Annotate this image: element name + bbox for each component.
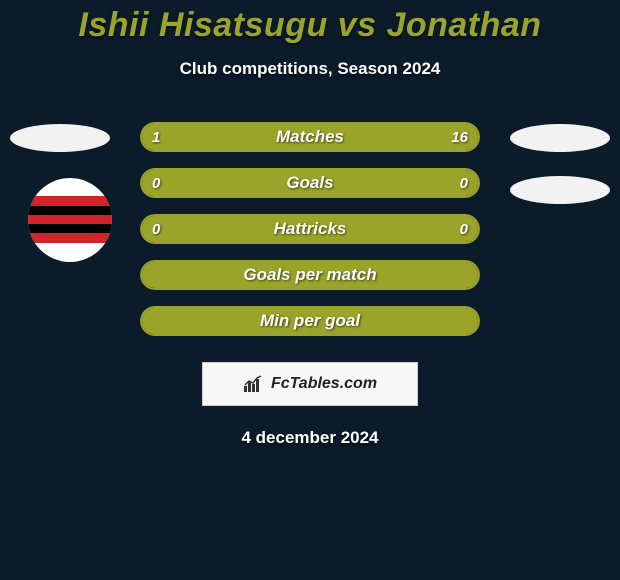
badge-stripe	[28, 206, 112, 215]
player-right-avatar-1	[510, 124, 610, 152]
stat-label: Goals	[140, 168, 480, 198]
badge-stripe	[28, 233, 112, 242]
chart-icon	[243, 375, 265, 393]
stat-label: Min per goal	[140, 306, 480, 336]
badge-stripe	[28, 224, 112, 233]
stat-row: Min per goal	[140, 306, 480, 336]
flamengo-badge	[28, 178, 112, 262]
badge-stripe	[28, 215, 112, 224]
team-badge-left	[28, 178, 112, 262]
date-label: 4 december 2024	[0, 428, 620, 448]
stat-row: 116Matches	[140, 122, 480, 152]
stat-label: Matches	[140, 122, 480, 152]
stat-row: 00Goals	[140, 168, 480, 198]
player-right-avatar-2	[510, 176, 610, 204]
stat-row: Goals per match	[140, 260, 480, 290]
stat-row: 00Hattricks	[140, 214, 480, 244]
badge-stripe	[28, 196, 112, 205]
stat-label: Goals per match	[140, 260, 480, 290]
page-title: Ishii Hisatsugu vs Jonathan	[0, 0, 620, 45]
watermark: FcTables.com	[202, 362, 418, 406]
stats-container: 116Matches 00Goals 00Hattricks Goals per ma…	[140, 122, 480, 352]
subtitle: Club competitions, Season 2024	[0, 59, 620, 79]
stat-label: Hattricks	[140, 214, 480, 244]
player-left-avatar	[10, 124, 110, 152]
watermark-text: FcTables.com	[271, 375, 377, 393]
